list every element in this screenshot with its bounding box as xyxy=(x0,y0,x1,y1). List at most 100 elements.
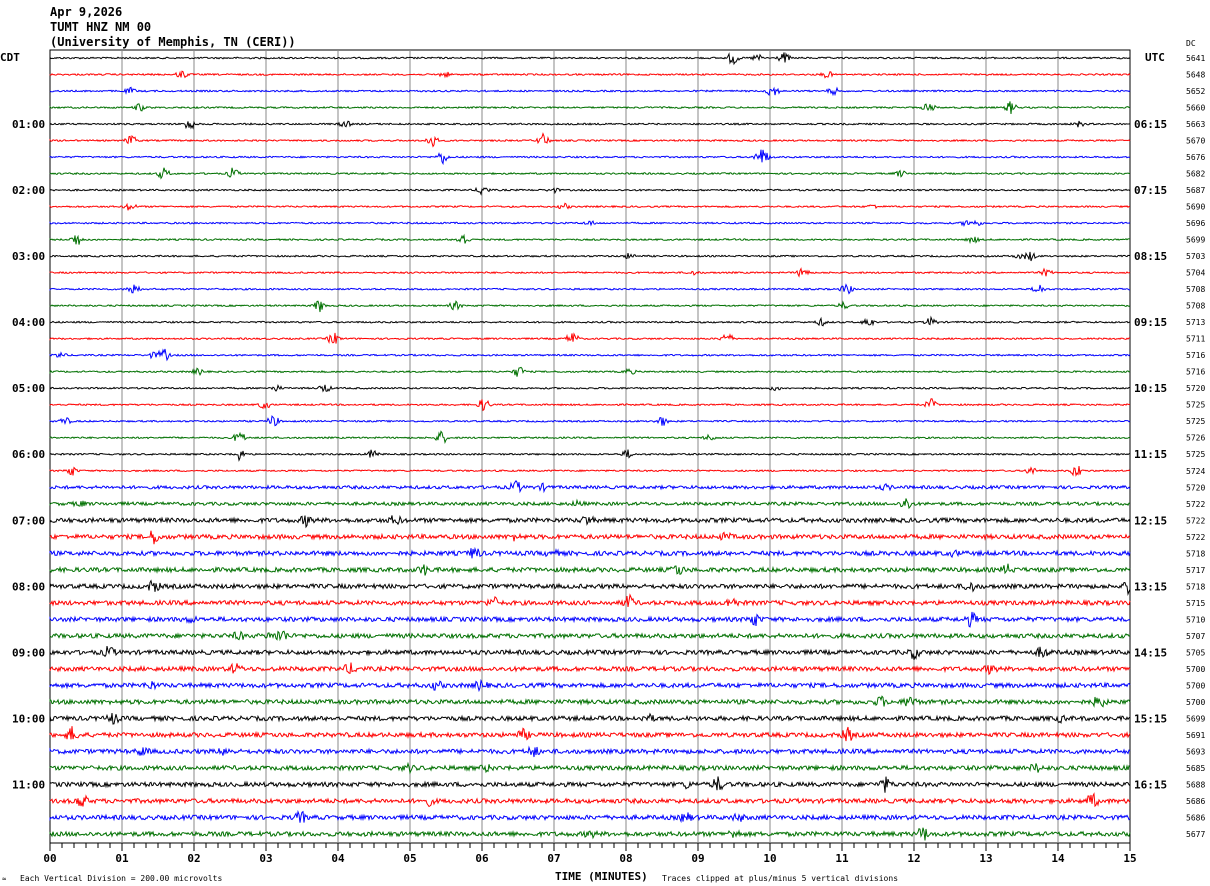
dc-value: 5691 xyxy=(1186,731,1205,740)
utc-time-label: 11:15 xyxy=(1134,448,1167,461)
seismic-trace xyxy=(49,792,1131,808)
cdt-time-label: 04:00 xyxy=(12,316,45,329)
x-tick-label: 06 xyxy=(475,852,489,865)
x-tick-label: 10 xyxy=(763,852,776,865)
x-tick-label: 07 xyxy=(547,852,560,865)
grid xyxy=(49,49,1131,844)
left-timezone-label: CDT xyxy=(0,51,20,64)
cdt-time-label: 06:00 xyxy=(12,448,45,461)
seismic-trace xyxy=(49,695,1131,708)
dc-value: 5687 xyxy=(1186,186,1205,195)
seismic-trace xyxy=(49,546,1131,559)
cdt-time-label: 09:00 xyxy=(12,646,45,659)
seismic-trace xyxy=(49,479,1131,494)
x-tick-label: 03 xyxy=(259,852,272,865)
dc-value: 5690 xyxy=(1186,203,1205,212)
x-axis-label: TIME (MINUTES) xyxy=(555,870,648,883)
seismic-trace xyxy=(49,593,1131,607)
dc-value: 5720 xyxy=(1186,384,1205,393)
utc-time-label: 09:15 xyxy=(1134,316,1167,329)
seismic-trace xyxy=(49,332,1130,344)
utc-time-label: 16:15 xyxy=(1134,778,1167,791)
seismic-trace xyxy=(49,449,1131,462)
dc-value: 5725 xyxy=(1186,417,1205,426)
dc-value: 5663 xyxy=(1186,120,1205,129)
dc-value: 5718 xyxy=(1186,549,1205,558)
seismic-trace xyxy=(49,726,1131,742)
utc-time-label: 12:15 xyxy=(1134,514,1167,527)
x-tick-label: 12 xyxy=(907,852,920,865)
utc-time-label: 14:15 xyxy=(1134,646,1167,659)
dc-value: 5699 xyxy=(1186,714,1205,723)
cdt-time-label: 03:00 xyxy=(12,250,45,263)
seismic-trace xyxy=(49,398,1131,412)
seismic-trace xyxy=(49,219,1131,228)
dc-value: 5648 xyxy=(1186,71,1205,80)
seismic-trace xyxy=(49,712,1131,725)
seismic-trace xyxy=(49,101,1131,115)
dc-value: 5704 xyxy=(1186,269,1205,278)
dc-value: 5720 xyxy=(1186,483,1205,492)
x-tick-label: 08 xyxy=(619,852,632,865)
logo-icon: ≈ xyxy=(2,875,6,883)
x-tick-label: 04 xyxy=(331,852,345,865)
dc-value: 5725 xyxy=(1186,450,1205,459)
right-timezone-label: UTC xyxy=(1145,51,1165,64)
cdt-time-label: 07:00 xyxy=(12,514,45,527)
seismic-trace xyxy=(49,515,1131,529)
dc-value: 5722 xyxy=(1186,516,1205,525)
seismic-trace xyxy=(49,579,1131,596)
dc-value: 5703 xyxy=(1186,252,1205,261)
cdt-time-label: 08:00 xyxy=(12,580,45,593)
seismic-trace xyxy=(49,267,1131,278)
seismic-trace xyxy=(49,86,1131,97)
seismic-trace xyxy=(49,827,1131,841)
dc-value: 5710 xyxy=(1186,615,1205,624)
dc-value: 5716 xyxy=(1186,368,1205,377)
x-tick-label: 14 xyxy=(1051,852,1065,865)
x-tick-label: 02 xyxy=(187,852,200,865)
seismic-trace xyxy=(49,809,1131,824)
dc-value: 5700 xyxy=(1186,665,1205,674)
scale-note: Each Vertical Division = 200.00 microvol… xyxy=(20,874,222,883)
x-tick-label: 09 xyxy=(691,852,704,865)
seismic-trace xyxy=(49,761,1131,775)
x-tick-label: 13 xyxy=(979,852,992,865)
cdt-time-label: 02:00 xyxy=(12,184,45,197)
seismic-trace xyxy=(49,149,1131,166)
dc-value: 5688 xyxy=(1186,780,1205,789)
utc-time-label: 08:15 xyxy=(1134,250,1167,263)
x-axis: 00 01 02 03 04 05 06 07 08 09 10 11 12 13 14 15 xyxy=(43,843,1137,865)
x-tick-label: 05 xyxy=(403,852,416,865)
dc-value: 5686 xyxy=(1186,797,1205,806)
seismic-trace xyxy=(49,662,1131,676)
dc-value: 5708 xyxy=(1186,302,1205,311)
seismic-trace xyxy=(49,630,1131,642)
dc-value: 5682 xyxy=(1186,170,1205,179)
seismic-trace xyxy=(49,776,1131,793)
station-label: TUMT HNZ NM 00 xyxy=(50,20,151,34)
seismic-trace xyxy=(49,745,1131,758)
dc-value: 5716 xyxy=(1186,351,1205,360)
seismic-trace xyxy=(49,366,1131,377)
dc-value: 5722 xyxy=(1186,533,1205,542)
seismic-trace xyxy=(49,415,1131,427)
utc-time-label: 13:15 xyxy=(1134,580,1167,593)
dc-value: 5713 xyxy=(1186,318,1205,327)
dc-value: 5696 xyxy=(1186,219,1205,228)
seismic-trace xyxy=(49,70,1131,79)
dc-value: 5652 xyxy=(1186,87,1205,96)
dc-value: 5677 xyxy=(1186,830,1205,839)
seismic-trace xyxy=(49,611,1131,628)
cdt-time-label: 05:00 xyxy=(12,382,45,395)
utc-time-label: 15:15 xyxy=(1134,712,1167,725)
cdt-time-label: 01:00 xyxy=(12,118,45,131)
dc-value: 5686 xyxy=(1186,814,1205,823)
dc-value: 5708 xyxy=(1186,285,1205,294)
dc-header: DC xyxy=(1186,39,1196,48)
institution-label: (University of Memphis, TN (CERI)) xyxy=(50,35,296,49)
dc-value: 5724 xyxy=(1186,467,1205,476)
dc-value: 5676 xyxy=(1186,153,1205,162)
seismic-trace xyxy=(49,315,1131,327)
traces xyxy=(49,52,1131,841)
